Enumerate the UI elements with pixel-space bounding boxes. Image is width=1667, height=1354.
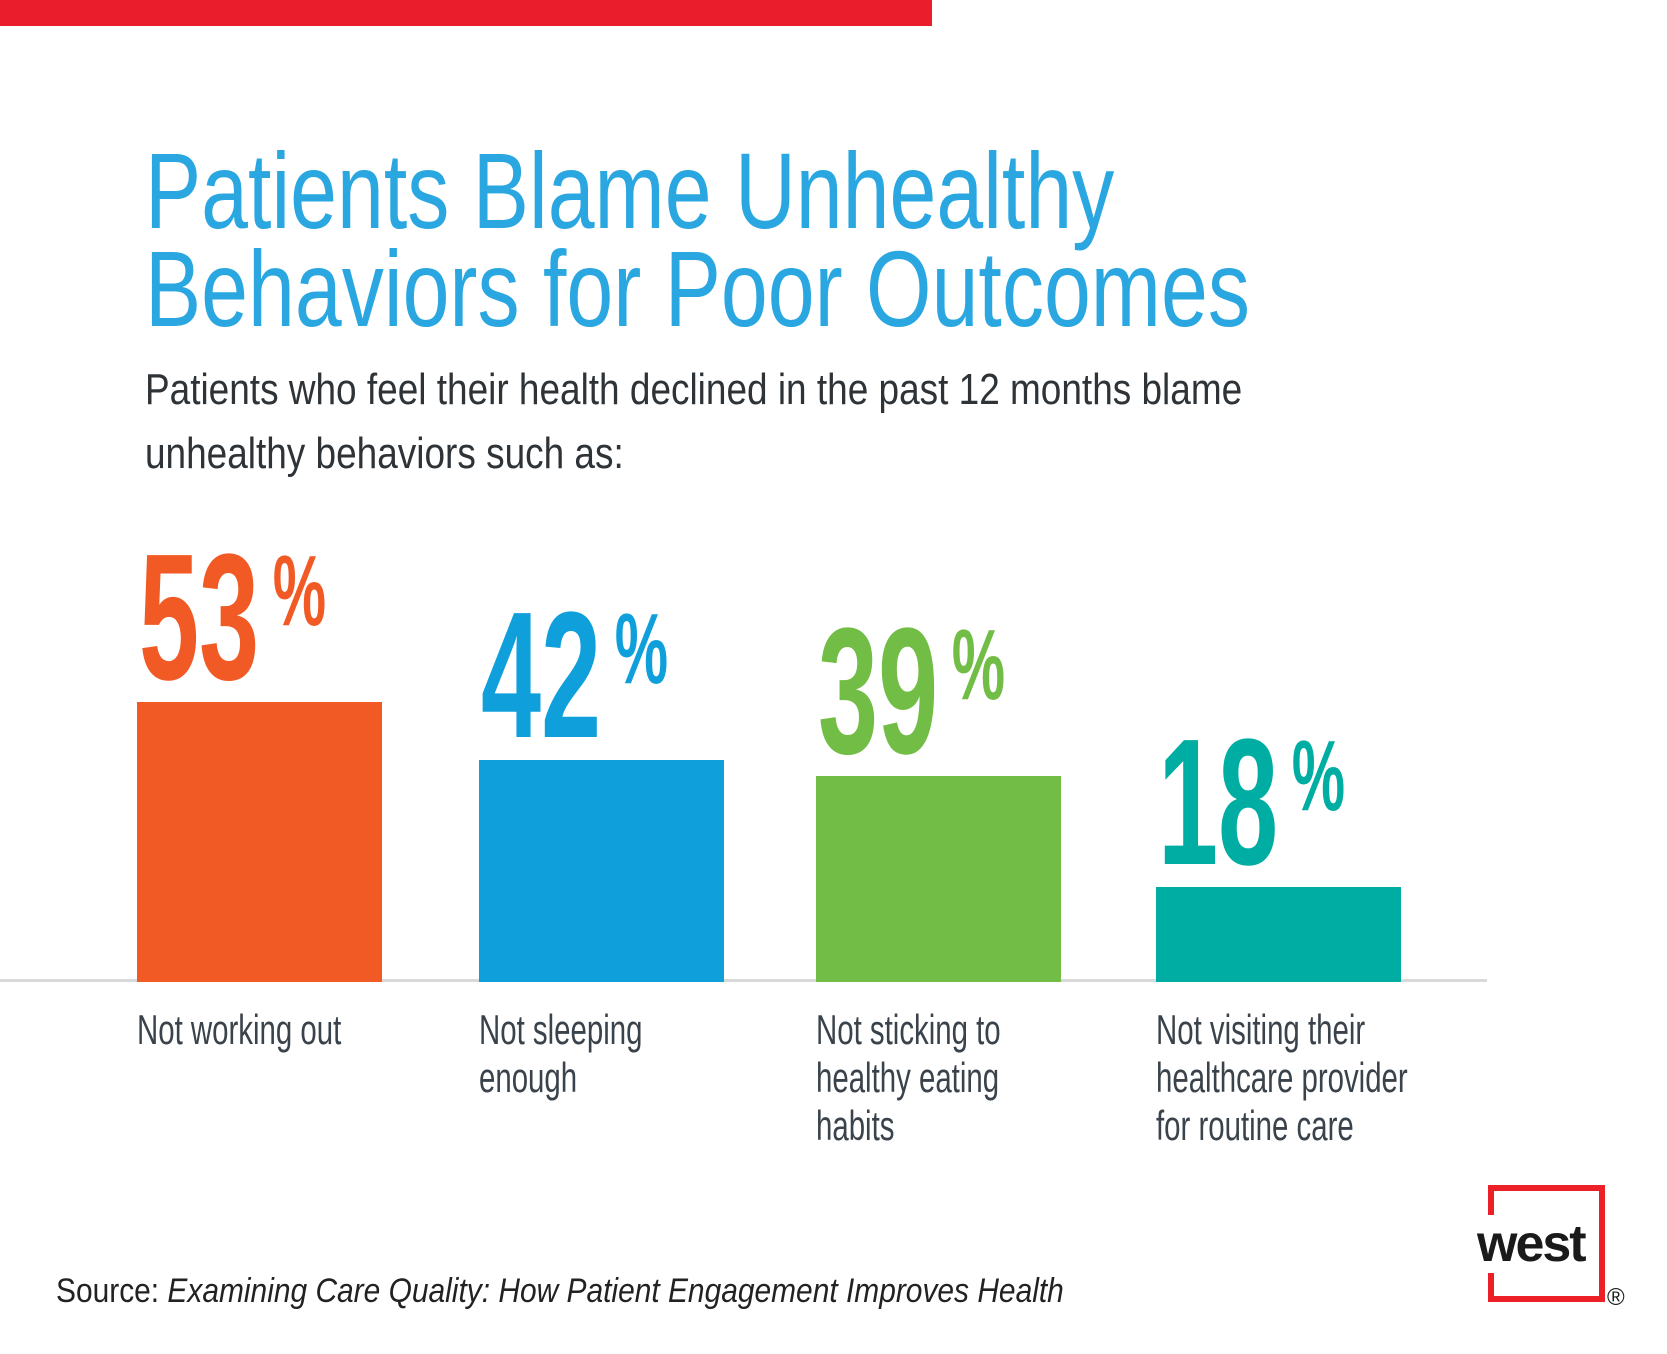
category-label-line: Not sleeping (479, 1006, 643, 1053)
percent-sign: % (272, 535, 327, 647)
west-logo-wordmark: west (1477, 1214, 1594, 1273)
bar-group-not-visiting-provider: 18 % (1156, 0, 1401, 982)
category-label-line: Not visiting their (1156, 1006, 1366, 1053)
bar-not-working-out (137, 702, 382, 982)
page-subtitle-line1: Patients who feel their health declined … (145, 365, 1243, 414)
page-subtitle-line2: unhealthy behaviors such as: (145, 429, 624, 478)
source-line: Source: Examining Care Quality: How Pati… (56, 1272, 1064, 1311)
registered-trademark-icon: ® (1607, 1284, 1625, 1311)
category-label-not-sleeping-enough: Not sleeping enough (479, 1006, 642, 1102)
x-axis-baseline (0, 979, 1487, 982)
bar-group-not-sticking-to-healthy-eating: 39 % (816, 0, 1061, 982)
percent-sign: % (614, 593, 669, 705)
percent-sign: % (1291, 720, 1346, 832)
bar-group-not-sleeping-enough: 42 % (479, 0, 724, 982)
bar-not-visiting-provider (1156, 887, 1401, 982)
data-label: 42 % (481, 586, 668, 766)
data-label: 39 % (818, 602, 1005, 782)
category-label-line: habits (816, 1102, 895, 1149)
source-citation: Examining Care Quality: How Patient Enga… (167, 1272, 1064, 1310)
category-label-line: healthcare provider (1156, 1054, 1408, 1101)
data-label: 53 % (139, 528, 326, 708)
page-title-line2: Behaviors for Poor Outcomes (145, 228, 1250, 349)
category-label-not-visiting-provider: Not visiting their healthcare provider f… (1156, 1006, 1408, 1150)
source-prefix: Source: (56, 1272, 168, 1310)
bar-group-not-working-out: 53 % (137, 0, 382, 982)
category-label-line: Not sticking to (816, 1006, 1001, 1053)
west-logo: west ® (1477, 1185, 1625, 1311)
percent-sign: % (951, 609, 1006, 721)
category-label-not-working-out: Not working out (137, 1006, 341, 1054)
bar-not-sleeping-enough (479, 760, 724, 982)
category-label-not-sticking-to-healthy-eating: Not sticking to healthy eating habits (816, 1006, 1001, 1150)
data-label-value: 39 (818, 591, 939, 792)
category-label-line: enough (479, 1054, 578, 1101)
category-label-line: Not working out (137, 1006, 342, 1053)
top-accent-bar (0, 0, 932, 26)
bar-not-sticking-to-healthy-eating (816, 776, 1061, 982)
category-label-line: healthy eating (816, 1054, 1000, 1101)
page-title: Patients Blame Unhealthy Behaviors for P… (145, 130, 1250, 349)
bar-chart: 53 % 42 % 39 % 18 % (0, 0, 1487, 982)
data-label: 18 % (1158, 713, 1345, 893)
data-label-value: 42 (481, 575, 602, 776)
page-title-line1: Patients Blame Unhealthy (145, 130, 1115, 251)
category-label-line: for routine care (1156, 1102, 1354, 1149)
page-subtitle: Patients who feel their health declined … (145, 358, 1242, 486)
data-label-value: 53 (139, 517, 260, 718)
data-label-value: 18 (1158, 702, 1279, 903)
